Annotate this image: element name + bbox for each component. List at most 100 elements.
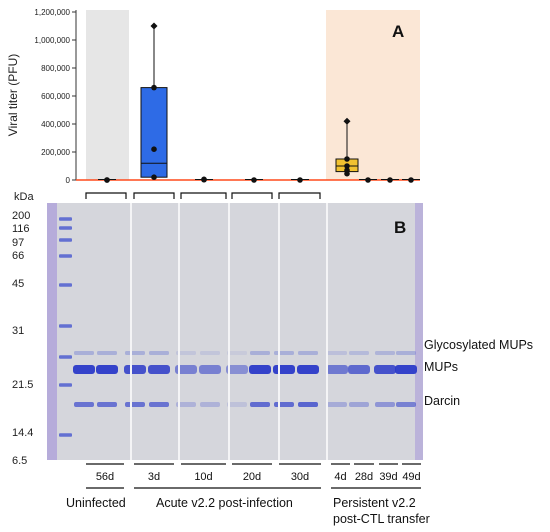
gel-background xyxy=(47,203,423,460)
y-tick-label: 800,000 xyxy=(41,64,70,73)
glycosylated-mup-band xyxy=(200,351,220,355)
ladder-band xyxy=(59,283,72,287)
sample-lanes xyxy=(73,351,417,407)
y-tick-label: 600,000 xyxy=(41,92,70,101)
glycosylated-mup-band xyxy=(149,351,169,355)
glycosylated-mup-band xyxy=(375,351,395,355)
darcin-band xyxy=(176,402,196,407)
lane-dividers xyxy=(130,203,328,460)
darcin-band xyxy=(327,402,347,407)
bottom-lane-brackets: 56d 3d 10d 20d 30d 4d 28d 39d 49d xyxy=(86,463,421,489)
kda-label: kDa xyxy=(14,191,34,203)
data-point xyxy=(151,84,157,91)
data-point-max xyxy=(343,117,351,125)
box-iqr xyxy=(140,87,168,178)
lane-group-bracket-top xyxy=(180,192,227,199)
y-tick-label: 1,000,000 xyxy=(34,36,70,45)
lane-divider xyxy=(278,203,280,460)
mup-band xyxy=(249,365,271,374)
ladder-band xyxy=(59,433,72,437)
y-tick-label: 400,000 xyxy=(41,120,70,129)
mup-band xyxy=(96,365,118,374)
ladder-band xyxy=(59,217,72,221)
mw-marker-label: 45 xyxy=(12,278,24,290)
y-tick-label: 200,000 xyxy=(41,148,70,157)
mw-marker-label: 200 xyxy=(12,210,30,222)
uninfected-shade xyxy=(86,10,129,180)
data-point xyxy=(104,177,110,183)
lane-group-bracket-top xyxy=(278,192,321,199)
mw-marker-label: 6.5 xyxy=(12,455,27,467)
data-point xyxy=(344,163,350,169)
lane-divider xyxy=(228,203,230,460)
group-label-persistent-line2: post-CTL transfer xyxy=(333,512,430,526)
darcin-band xyxy=(250,402,270,407)
darcin-band xyxy=(349,402,369,407)
lane-day-label: 10d xyxy=(194,471,212,483)
lane-day-label: 3d xyxy=(148,471,160,483)
persistent-shade xyxy=(326,10,420,180)
darcin-band xyxy=(149,402,169,407)
darcin-band xyxy=(74,402,94,407)
y-ticks: 0 200,000 400,000 600,000 800,000 1,000,000 1,… xyxy=(34,8,76,185)
darcin-band xyxy=(97,402,117,407)
mup-band xyxy=(199,365,221,374)
group-label-uninfected: Uninfected xyxy=(66,496,126,510)
ladder-band xyxy=(59,324,72,328)
band-label-glycosylated: Glycosylated MUPs xyxy=(424,338,533,352)
mup-band xyxy=(273,365,295,374)
data-point xyxy=(344,170,350,177)
mup-band xyxy=(73,365,95,374)
lane-day-label: 30d xyxy=(291,471,309,483)
data-point xyxy=(297,177,303,183)
ladder-band xyxy=(59,226,72,230)
glycosylated-mup-band xyxy=(396,351,416,355)
lane-group-bracket-top xyxy=(133,192,175,199)
lane-day-label: 28d xyxy=(355,471,373,483)
lane-group-bracket-top xyxy=(85,192,127,199)
lane-day-label: 20d xyxy=(243,471,261,483)
data-point xyxy=(151,174,157,180)
ladder-band xyxy=(59,238,72,242)
glycosylated-mup-band xyxy=(250,351,270,355)
y-tick-label: 0 xyxy=(66,176,71,185)
band-label-darcin: Darcin xyxy=(424,394,460,408)
glycosylated-mup-band xyxy=(274,351,294,355)
lane-divider xyxy=(326,203,328,460)
box-layer xyxy=(98,22,420,183)
darcin-band xyxy=(298,402,318,407)
mup-band xyxy=(148,365,170,374)
ladder-band xyxy=(59,355,72,359)
y-tick-label: 1,200,000 xyxy=(34,8,70,17)
darcin-band xyxy=(125,402,145,407)
panel-label-a: A xyxy=(392,22,404,41)
mup-band xyxy=(175,365,197,374)
lane-divider xyxy=(178,203,180,460)
glycosylated-mup-band xyxy=(97,351,117,355)
lane-group-bracket-top xyxy=(231,192,273,199)
glycosylated-mup-band xyxy=(327,351,347,355)
band-label-mups: MUPs xyxy=(424,360,458,374)
panel-label-b: B xyxy=(394,218,406,237)
group-label-persistent-line1: Persistent v2.2 xyxy=(333,496,416,510)
mup-band xyxy=(326,365,348,374)
glycosylated-mup-band xyxy=(298,351,318,355)
mup-band xyxy=(374,365,396,374)
darcin-band xyxy=(200,402,220,407)
mup-band xyxy=(226,365,248,374)
mup-band xyxy=(124,365,146,374)
mw-marker-label: 31 xyxy=(12,325,24,337)
lane-divider xyxy=(130,203,132,460)
mup-band xyxy=(297,365,319,374)
data-point xyxy=(201,176,207,183)
data-point xyxy=(365,177,371,183)
glycosylated-mup-band xyxy=(74,351,94,355)
data-point xyxy=(387,177,393,183)
ladder-band xyxy=(59,254,72,258)
data-point xyxy=(344,156,350,162)
data-point xyxy=(408,177,414,183)
gel-left-edge xyxy=(47,203,57,460)
data-point-max xyxy=(150,22,158,30)
